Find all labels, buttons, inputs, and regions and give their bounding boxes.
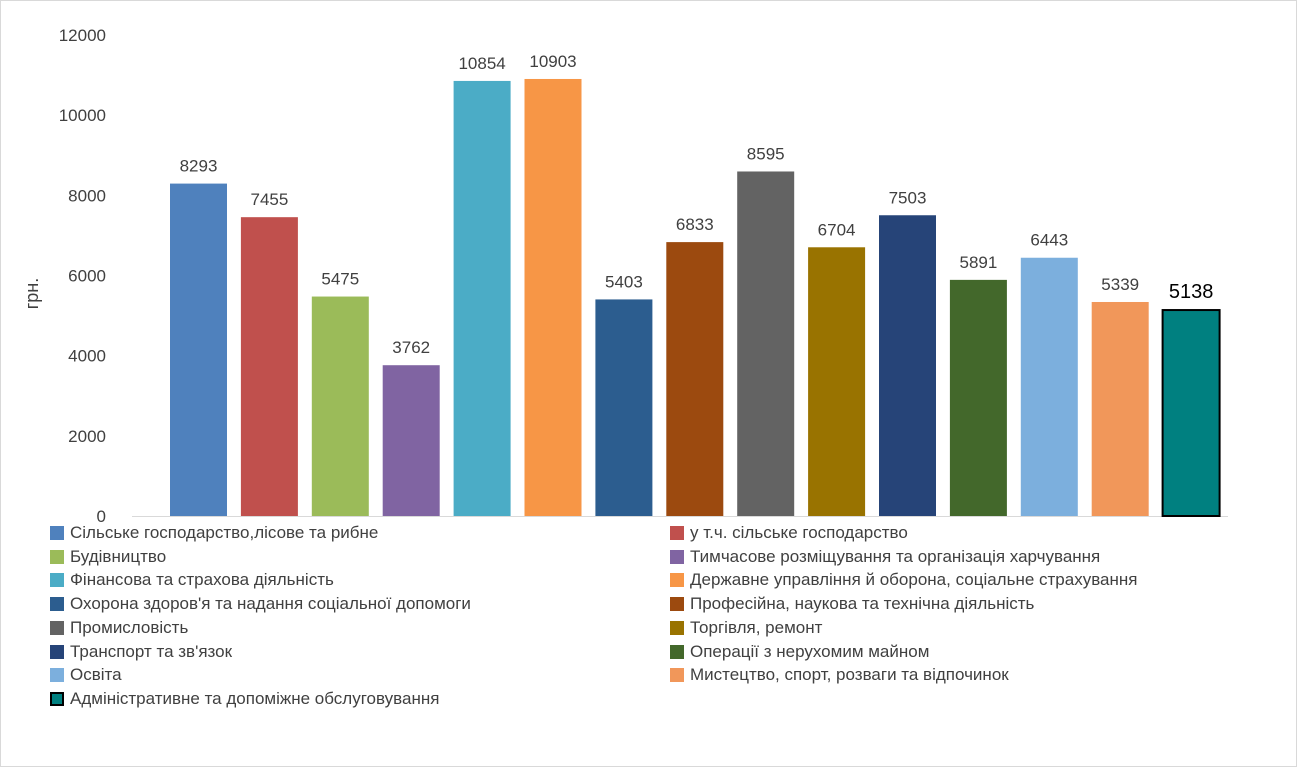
legend-label: Охорона здоров'я та надання соціальної д… (70, 594, 471, 614)
legend-label: у т.ч. сільське господарство (690, 523, 908, 542)
legend-item-11: Транспорт та зв'язок (50, 641, 232, 663)
legend-swatch (50, 526, 64, 540)
legend-swatch (50, 668, 64, 683)
bar-1 (170, 183, 227, 516)
bar-5 (453, 80, 511, 517)
legend-item-2: у т.ч. сільське господарство (670, 522, 908, 544)
legend-label: Адміністративне та допоміжне обслуговува… (70, 688, 440, 708)
data-label-9: 8595 (747, 144, 785, 163)
legend-swatch (670, 620, 684, 635)
data-label-7: 5403 (605, 272, 643, 291)
y-tick-label: 0 (97, 507, 106, 526)
data-label-6: 10903 (529, 52, 576, 71)
data-label-11: 7503 (889, 188, 927, 207)
legend-label: Мистецтво, спорт, розваги та відпочинок (690, 665, 1009, 685)
legend-label: Освіта (70, 665, 122, 685)
bar-3 (311, 296, 369, 516)
bar-14 (1091, 301, 1149, 516)
legend-item-9: Промисловість (50, 617, 188, 639)
legend-item-14: Мистецтво, спорт, розваги та відпочинок (670, 664, 1009, 686)
data-label-3: 5475 (321, 270, 359, 289)
legend-swatch (50, 691, 64, 706)
legend-label: Торгівля, ремонт (690, 617, 823, 637)
data-label-4: 3762 (392, 338, 430, 357)
legend-label: Будівництво (70, 546, 167, 566)
legend-swatch (50, 620, 64, 635)
legend-label: Державне управління й оборона, соціальне… (690, 570, 1138, 590)
y-tick-label: 2000 (68, 427, 106, 446)
legend-swatch (50, 597, 64, 612)
legend-label: Тимчасове розміщування та організація ха… (690, 546, 1101, 566)
legend-item-12: Операції з нерухомим майном (670, 641, 929, 663)
legend-item-5: Фінансова та страхова діяльність (50, 569, 334, 591)
bar-7 (595, 299, 653, 516)
data-label-8: 6833 (676, 215, 714, 234)
legend-item-8: Професійна, наукова та технічна діяльніс… (670, 593, 1034, 615)
legend-label: Транспорт та зв'язок (70, 641, 233, 661)
bar-9 (737, 171, 795, 516)
bar-4 (382, 365, 440, 516)
data-label-2: 7455 (250, 190, 288, 209)
bar-8 (666, 242, 724, 516)
bar-2 (240, 217, 298, 516)
legend-label: Промисловість (70, 617, 189, 637)
legend-item-6: Державне управління й оборона, соціальне… (670, 569, 1138, 591)
legend-swatch (670, 549, 684, 564)
bar-15 (1161, 309, 1221, 517)
bar-13 (1020, 257, 1078, 516)
legend-item-1: Сільське господарство,лісове та рибне (50, 522, 378, 544)
bar-10 (808, 247, 866, 517)
y-tick-label: 4000 (68, 347, 106, 366)
y-tick-label: 12000 (59, 26, 106, 45)
data-label-12: 5891 (959, 253, 997, 272)
legend-swatch (50, 549, 64, 564)
y-tick-label: 6000 (68, 267, 106, 286)
legend-label: Операції з нерухомим майном (690, 641, 930, 661)
bar-6 (524, 78, 582, 516)
legend-item-15: Адміністративне та допоміжне обслуговува… (50, 688, 439, 710)
legend-swatch (670, 573, 684, 588)
y-axis-title: грн. (22, 278, 42, 310)
legend-swatch (50, 573, 64, 588)
data-label-5: 10854 (458, 54, 505, 73)
data-label-1: 8293 (180, 157, 218, 176)
bar-11 (879, 215, 936, 516)
data-label-14: 5339 (1101, 275, 1139, 294)
data-label-13: 6443 (1030, 231, 1068, 250)
data-label-10: 6704 (818, 220, 856, 239)
legend-label: Професійна, наукова та технічна діяльніс… (690, 594, 1035, 614)
y-tick-label: 10000 (59, 106, 106, 125)
legend-swatch (670, 597, 684, 612)
legend-item-4: Тимчасове розміщування та організація ха… (670, 546, 1100, 568)
legend-label: Сільське господарство,лісове та рибне (70, 523, 379, 542)
legend-swatch (670, 644, 684, 659)
legend-item-3: Будівництво (50, 546, 166, 568)
bar-12 (949, 279, 1007, 516)
legend-item-13: Освіта (50, 664, 122, 686)
legend-label: Фінансова та страхова діяльність (70, 570, 334, 590)
legend-swatch (50, 644, 64, 659)
y-tick-label: 8000 (68, 186, 106, 205)
data-label-15: 5138 (1169, 281, 1214, 303)
legend-item-7: Охорона здоров'я та надання соціальної д… (50, 593, 471, 615)
legend-swatch (670, 668, 684, 683)
legend-swatch (670, 526, 684, 540)
legend-item-10: Торгівля, ремонт (670, 617, 822, 639)
